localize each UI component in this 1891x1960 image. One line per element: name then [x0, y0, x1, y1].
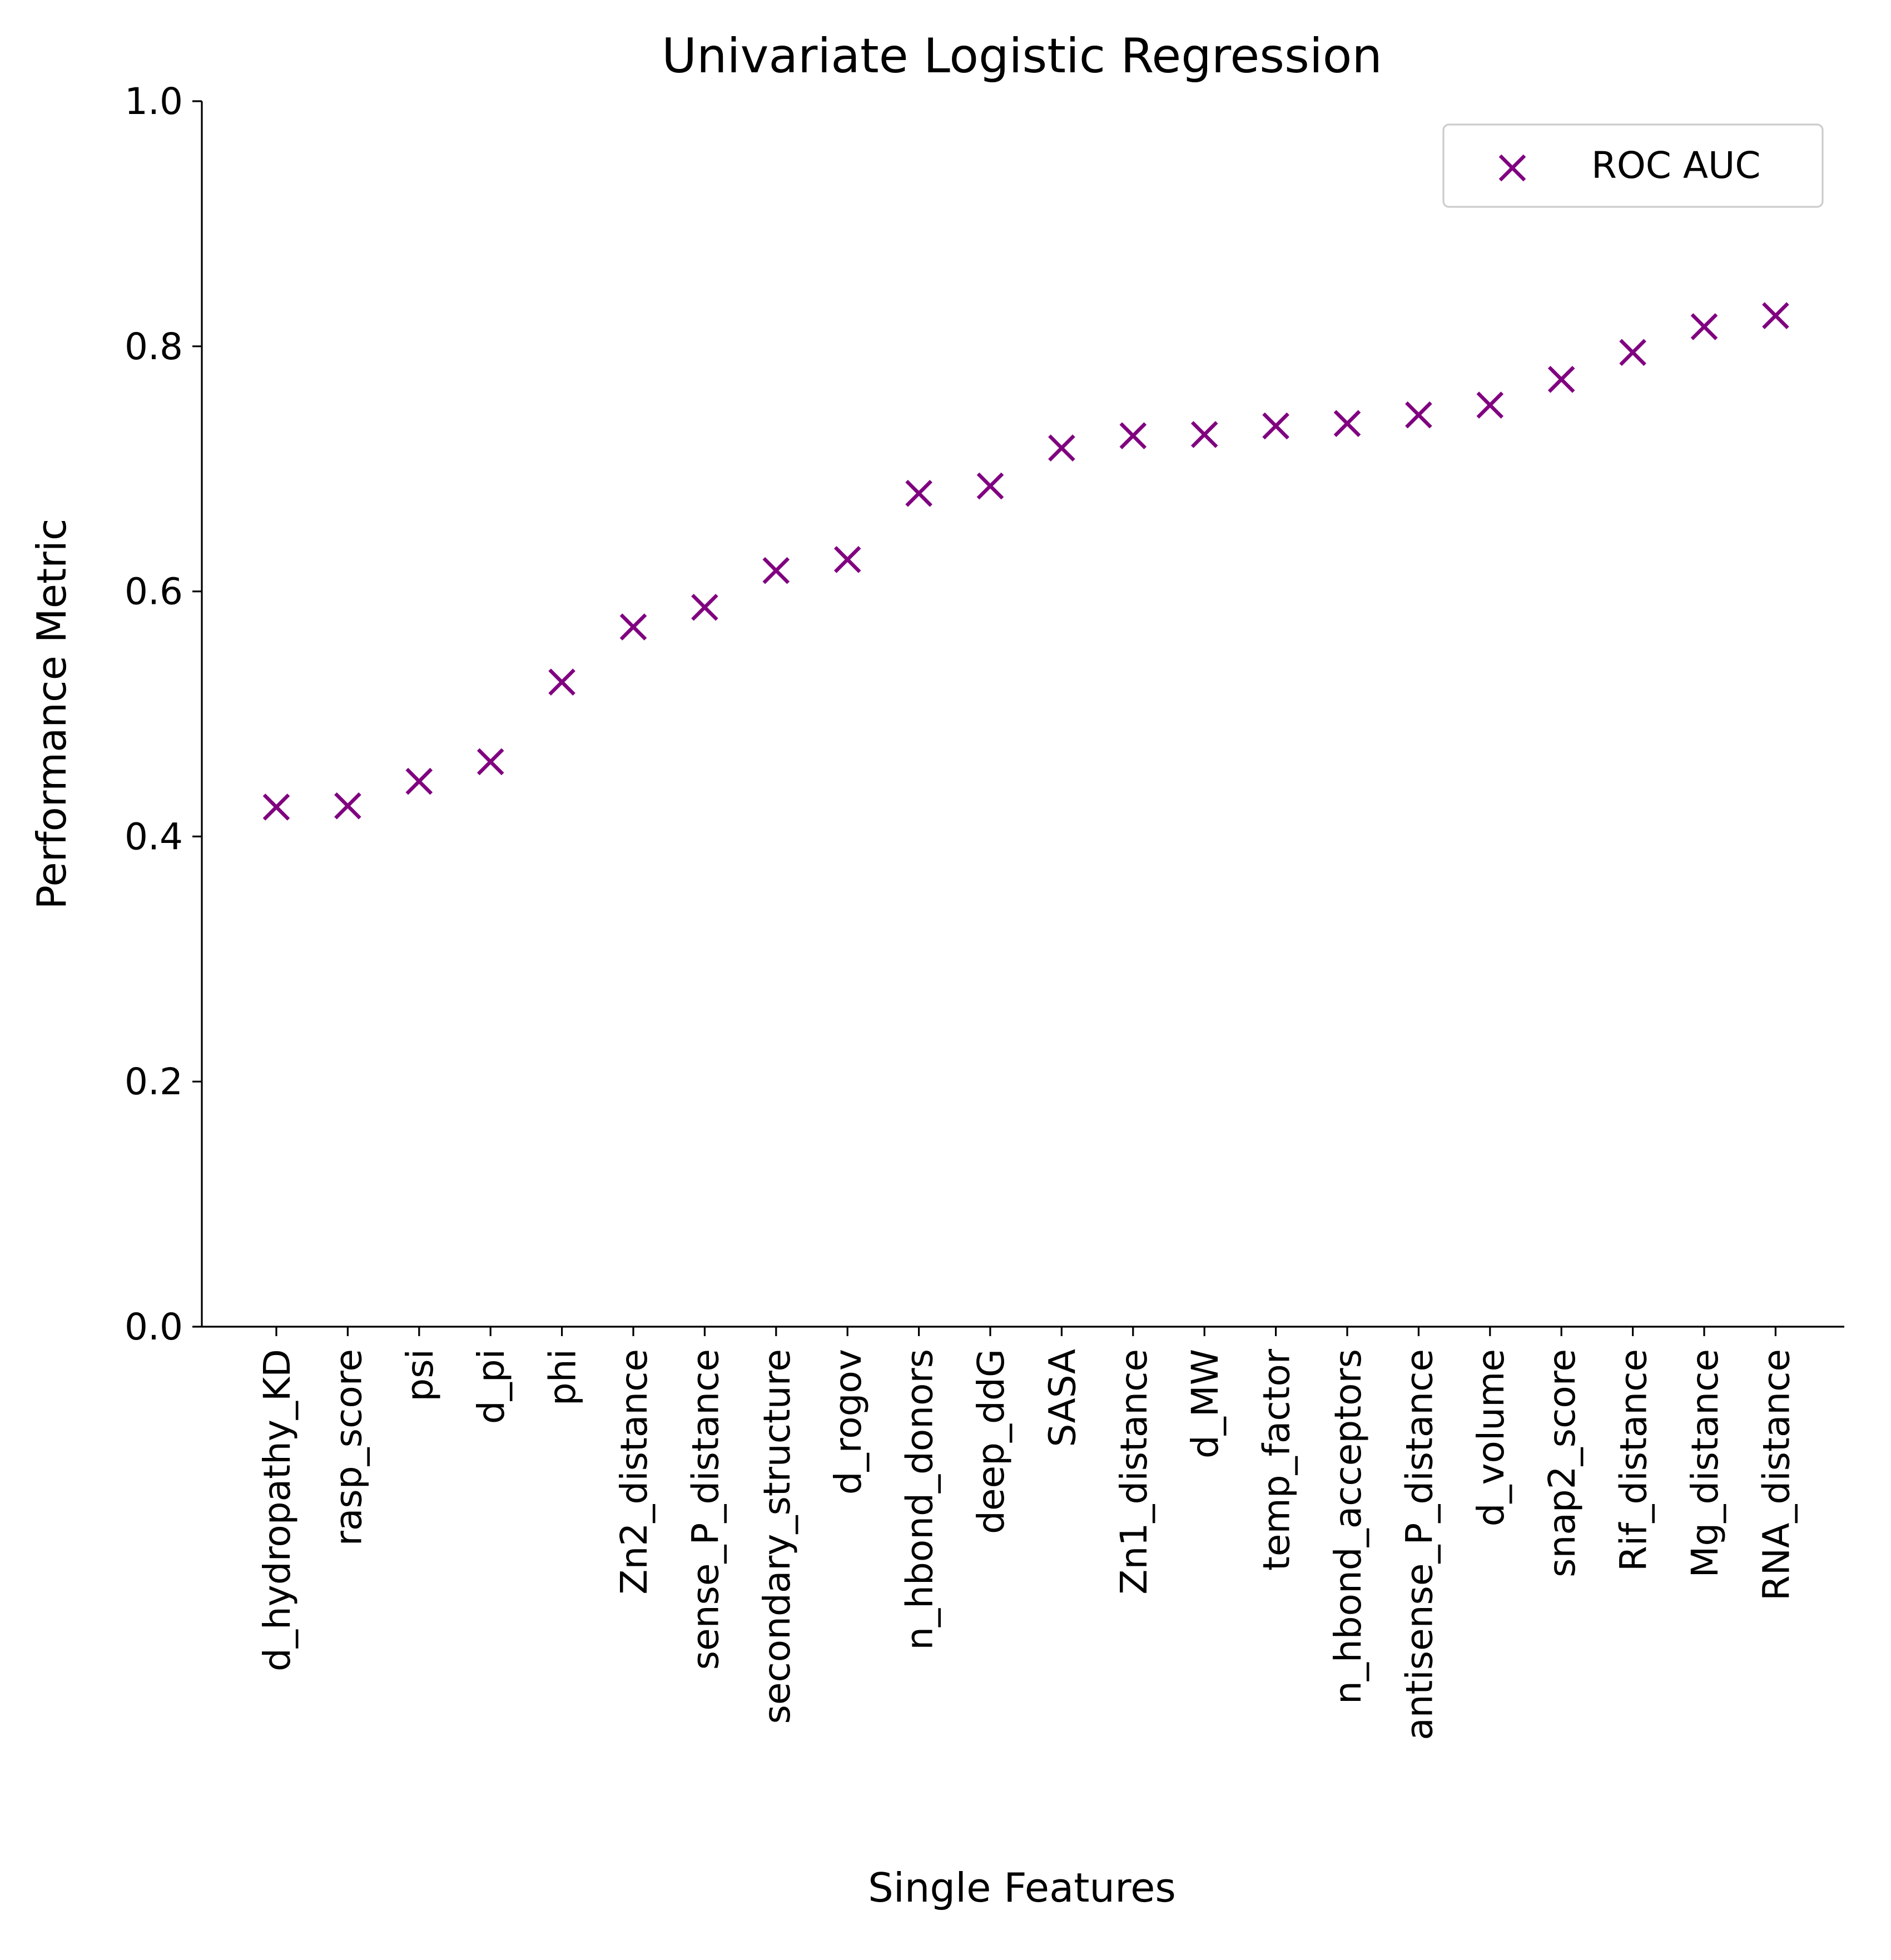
x-tick-label: n_hbond_donors [899, 1349, 941, 1650]
data-point-marker [1333, 410, 1361, 437]
x-tick-label: secondary_structure [756, 1349, 798, 1724]
data-point-marker-stroke-b [1690, 313, 1718, 340]
data-point-marker-stroke-b [1476, 391, 1504, 419]
data-point-marker [477, 748, 504, 776]
data-point-marker [619, 613, 647, 641]
data-point-marker-stroke-b [1547, 366, 1575, 393]
data-point-marker-stroke-b [1190, 421, 1218, 448]
data-point-marker-stroke-b [548, 668, 575, 696]
y-tick-label: 0.6 [125, 570, 183, 613]
data-point-marker-stroke-b [405, 767, 433, 795]
x-tick-label: d_MW [1184, 1349, 1227, 1458]
x-tick-label: d_rogov [827, 1349, 870, 1495]
x-tick-label: snap2_score [1541, 1349, 1584, 1577]
data-point-marker-stroke-b [262, 793, 290, 821]
data-point-marker-stroke-b [334, 792, 361, 820]
data-point-marker [1476, 391, 1504, 419]
x-tick-label: Rif_distance [1612, 1349, 1655, 1571]
x-axis-title: Single Features [868, 1864, 1176, 1911]
data-point-marker [262, 793, 290, 821]
data-point-marker [1690, 313, 1718, 340]
data-point-marker [1190, 421, 1218, 448]
data-points [262, 302, 1789, 821]
data-point-marker-stroke-b [905, 479, 932, 507]
axes [201, 101, 1844, 1328]
data-point-marker [1119, 422, 1147, 449]
data-point-marker [1762, 302, 1789, 329]
data-point-marker-stroke-b [477, 748, 504, 776]
x-tick-label: deep_ddG [970, 1349, 1012, 1534]
data-point-marker-stroke-b [1762, 302, 1789, 329]
data-point-marker [691, 593, 718, 621]
x-tick-label: Zn2_distance [613, 1349, 656, 1595]
data-point-marker-stroke-b [1405, 401, 1432, 429]
data-point-marker [905, 479, 932, 507]
data-point-marker [405, 767, 433, 795]
y-tick-label: 1.0 [125, 80, 183, 123]
data-point-marker [334, 792, 361, 820]
x-tick-label: d_volume [1470, 1349, 1512, 1526]
data-point-marker [1048, 434, 1075, 462]
y-tick-label: 0.0 [125, 1306, 183, 1348]
data-point-marker [762, 557, 790, 584]
data-point-marker-stroke-b [833, 545, 861, 573]
y-tick-label: 0.4 [125, 815, 183, 858]
legend-marker-stroke-b [1498, 154, 1526, 182]
x-tick-label: n_hbond_acceptors [1327, 1349, 1369, 1704]
legend-marker [1498, 154, 1526, 182]
x-tick-label: Mg_distance [1684, 1349, 1726, 1578]
data-point-marker-stroke-b [619, 613, 647, 641]
y-axis-title: Performance Metric [28, 519, 75, 910]
x-tick-label: phi [542, 1349, 584, 1406]
y-ticks: 0.0 0.2 0.4 0.6 0.8 1.0 [125, 80, 202, 1348]
data-point-marker-stroke-b [976, 472, 1004, 500]
legend-label: ROC AUC [1591, 144, 1760, 187]
y-tick-label: 0.8 [125, 325, 183, 368]
data-point-marker [1547, 366, 1575, 393]
x-ticks: d_hydropathy_KD rasp_score psi d_pi phi Zn2_d… [256, 1327, 1798, 1740]
data-point-marker [976, 472, 1004, 500]
x-tick-label: d_hydropathy_KD [256, 1349, 299, 1671]
x-tick-label: RNA_distance [1755, 1349, 1798, 1601]
data-point-marker [833, 545, 861, 573]
legend-box [1442, 123, 1824, 208]
data-point-marker [1405, 401, 1432, 429]
data-point-marker-stroke-b [691, 593, 718, 621]
y-tick-label: 0.2 [125, 1060, 183, 1103]
data-point-marker-stroke-b [1048, 434, 1075, 462]
x-tick-label: psi [399, 1349, 441, 1402]
data-point-marker-stroke-b [1619, 339, 1646, 366]
data-point-marker [548, 668, 575, 696]
data-point-marker [1619, 339, 1646, 366]
data-point-marker-stroke-b [1262, 412, 1289, 440]
chart-title: Univariate Logistic Regression [662, 28, 1382, 84]
data-point-marker-stroke-b [1333, 410, 1361, 437]
x-tick-label: Zn1_distance [1113, 1349, 1155, 1595]
data-point-marker-stroke-b [762, 557, 790, 584]
x-tick-label: temp_factor [1255, 1348, 1298, 1571]
x-tick-label: sense_P_distance [684, 1349, 727, 1670]
x-tick-label: antisense_P_distance [1398, 1349, 1441, 1740]
x-tick-label: d_pi [470, 1349, 513, 1424]
x-tick-label: SASA [1041, 1349, 1084, 1447]
data-point-marker-stroke-b [1119, 422, 1147, 449]
data-point-marker [1262, 412, 1289, 440]
x-tick-label: rasp_score [327, 1349, 370, 1546]
legend-marker-x-icon [1498, 154, 1526, 182]
legend: ROC AUC [1442, 123, 1824, 208]
